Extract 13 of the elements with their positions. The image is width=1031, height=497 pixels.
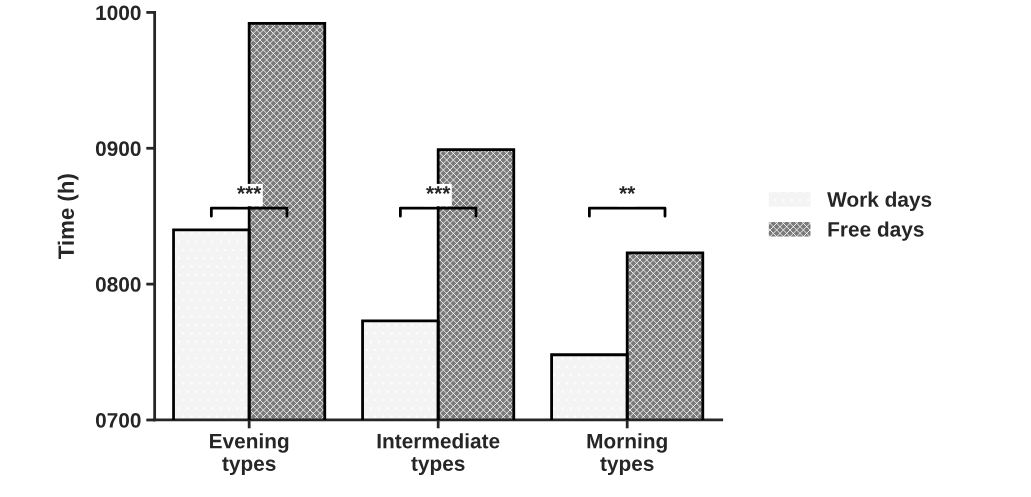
y-tick-label: 0800: [95, 277, 141, 292]
x-tick-label: Morning types: [587, 433, 667, 476]
y-axis-title: Time (h): [57, 174, 79, 259]
annotation: ***: [426, 186, 451, 194]
y-tick-label: 0900: [95, 141, 141, 157]
legend-label: Free days: [828, 221, 924, 241]
annotation: **: [619, 186, 636, 194]
y-tick-label: 0700: [95, 412, 141, 428]
y-tick-label: 1000: [96, 5, 141, 21]
legend-label: Work days: [827, 191, 932, 211]
x-tick-label: Evening types: [210, 433, 289, 476]
x-tick-label: Intermediate types: [377, 433, 500, 476]
annotation: ***: [237, 186, 262, 194]
